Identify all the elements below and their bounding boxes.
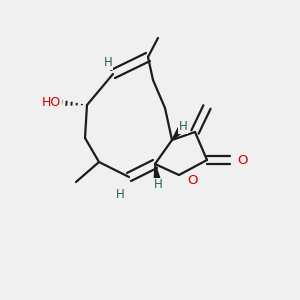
Text: H: H	[154, 178, 162, 191]
Text: H: H	[103, 56, 112, 70]
Text: O: O	[238, 154, 248, 166]
Polygon shape	[172, 124, 186, 140]
Polygon shape	[154, 164, 162, 186]
Text: O: O	[188, 175, 198, 188]
Text: H: H	[116, 188, 124, 202]
Text: H: H	[178, 121, 188, 134]
Text: HO: HO	[41, 95, 61, 109]
